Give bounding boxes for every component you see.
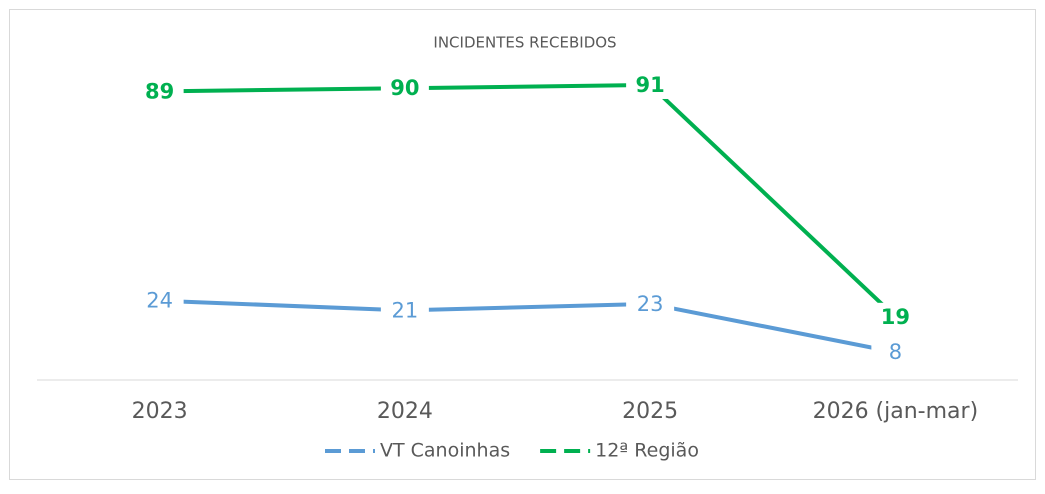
data-label-bg xyxy=(380,296,429,325)
x-tick-label: 2026 (jan-mar) xyxy=(813,399,979,424)
data-label: 90 xyxy=(390,76,419,100)
data-label: 8 xyxy=(889,340,902,364)
data-label-bg xyxy=(871,302,920,331)
data-label-bg xyxy=(626,289,675,318)
data-label-bg xyxy=(135,286,184,315)
data-label: 19 xyxy=(881,305,910,329)
chart-title: INCIDENTES RECEBIDOS xyxy=(433,34,616,52)
data-label: 23 xyxy=(637,292,664,316)
series-line xyxy=(159,298,896,355)
data-label: 89 xyxy=(145,79,174,103)
series-line xyxy=(159,82,897,319)
legend-label: VT Canoinhas xyxy=(380,440,510,462)
x-tick-label: 2023 xyxy=(132,399,188,424)
x-tick-label: 2025 xyxy=(622,399,678,424)
data-label-bg xyxy=(135,77,184,106)
data-label-bg xyxy=(626,70,675,99)
data-label: 91 xyxy=(636,73,665,97)
data-label-bg xyxy=(380,74,429,103)
legend-label: 12ª Região xyxy=(595,440,699,462)
x-tick-label: 2024 xyxy=(377,399,433,424)
data-label: 21 xyxy=(392,298,419,322)
data-label: 24 xyxy=(146,289,173,313)
data-label-bg xyxy=(871,338,920,367)
